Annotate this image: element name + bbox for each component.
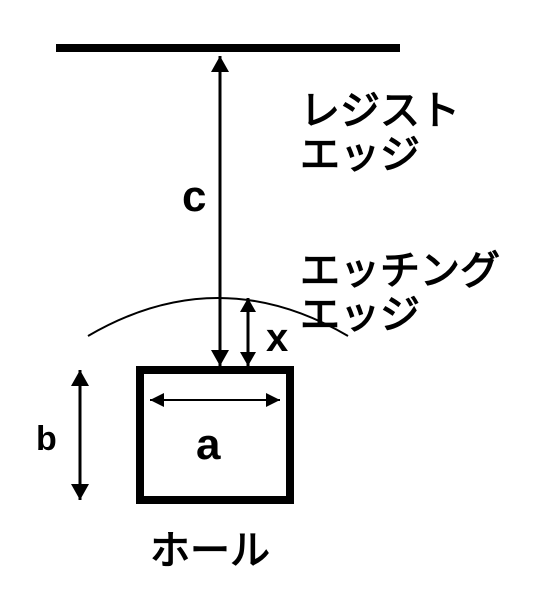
label-etching-edge-line2: エッジ (300, 282, 420, 340)
dim-c-label: c (182, 172, 206, 222)
diagram-stage: レジスト エッジ エッチング エッジ ホール c x a b (0, 0, 543, 591)
dim-b (71, 370, 89, 500)
dim-c (211, 56, 229, 366)
dim-a-label: a (196, 420, 220, 470)
label-resist-edge-line2: エッジ (300, 122, 420, 180)
label-hole: ホール (150, 518, 270, 576)
dim-b-label: b (36, 420, 57, 459)
dim-a (150, 393, 280, 407)
dim-x (240, 298, 256, 366)
dim-x-label: x (266, 316, 288, 361)
